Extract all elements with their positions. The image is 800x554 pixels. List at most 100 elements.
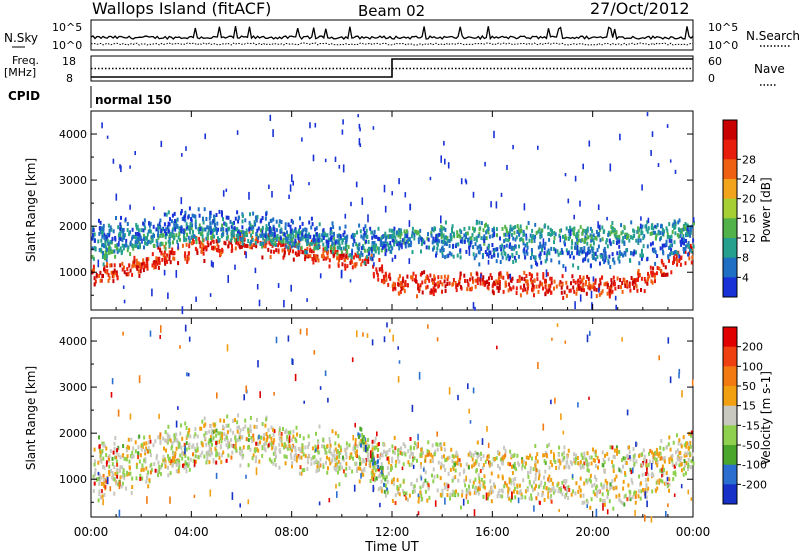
echo-cell xyxy=(168,437,171,442)
echo-cell xyxy=(486,280,489,285)
echo-cell xyxy=(516,483,519,488)
echo-cell xyxy=(570,245,573,250)
echo-cell xyxy=(420,242,423,247)
echo-cell xyxy=(483,474,486,479)
echo-cell xyxy=(291,448,293,453)
echo-cell xyxy=(237,232,240,237)
echo-cell xyxy=(618,497,621,502)
echo-cell xyxy=(476,440,479,445)
echo-cell xyxy=(377,250,380,255)
echo-cell xyxy=(215,248,218,252)
echo-cell xyxy=(404,244,407,249)
echo-cell xyxy=(352,456,354,461)
echo-cell xyxy=(546,454,549,459)
y-tick-label: 3000 xyxy=(59,381,87,394)
echo-cell xyxy=(326,242,329,247)
echo-cell xyxy=(315,245,318,250)
echo-cell xyxy=(361,468,364,473)
echo-cell xyxy=(586,274,589,279)
echo-cell xyxy=(163,255,166,260)
noise-cell xyxy=(297,233,300,241)
echo-cell xyxy=(621,458,624,463)
echo-cell xyxy=(120,227,123,232)
echo-cell xyxy=(661,227,664,232)
echo-cell xyxy=(98,226,101,230)
echo-cell xyxy=(524,495,527,500)
echo-cell xyxy=(623,250,626,255)
noise-cell xyxy=(420,476,423,481)
echo-cell xyxy=(147,229,150,234)
noise-cell xyxy=(259,391,261,398)
echo-cell xyxy=(603,498,606,503)
echo-cell xyxy=(414,489,417,494)
echo-cell xyxy=(683,466,686,471)
date-title: 27/Oct/2012 xyxy=(590,0,690,18)
echo-cell xyxy=(491,228,494,232)
echo-cell xyxy=(550,494,553,499)
echo-cell xyxy=(338,226,341,231)
noise-cell xyxy=(592,276,595,282)
echo-cell xyxy=(116,276,119,281)
echo-cell xyxy=(513,255,516,260)
echo-cell xyxy=(467,238,469,243)
echo-cell xyxy=(478,227,481,232)
echo-cell xyxy=(502,456,505,461)
echo-cell xyxy=(262,443,265,448)
echo-cell xyxy=(410,451,413,456)
echo-cell xyxy=(103,484,106,489)
echo-cell xyxy=(114,254,117,259)
echo-cell xyxy=(466,490,469,495)
echo-cell xyxy=(241,214,244,218)
echo-cell xyxy=(519,489,522,494)
echo-cell xyxy=(384,493,387,498)
noise-cell xyxy=(411,404,414,412)
echo-cell xyxy=(559,280,562,285)
echo-cell xyxy=(373,234,376,239)
echo-cell xyxy=(439,228,442,233)
echo-cell xyxy=(243,231,246,235)
echo-cell xyxy=(467,499,469,504)
echo-cell xyxy=(424,470,427,475)
echo-cell xyxy=(589,284,592,288)
noise-cell xyxy=(408,220,411,227)
echo-cell xyxy=(287,248,290,253)
echo-cell xyxy=(601,275,604,280)
echo-cell xyxy=(183,442,186,447)
echo-cell xyxy=(102,481,105,486)
echo-cell xyxy=(626,280,629,284)
echo-cell xyxy=(148,228,151,233)
echo-cell xyxy=(622,253,624,258)
noise-cell xyxy=(444,497,446,505)
echo-cell xyxy=(145,446,148,451)
echo-cell xyxy=(172,240,174,245)
noise-cell xyxy=(630,469,633,475)
echo-cell xyxy=(105,460,108,465)
echo-cell xyxy=(439,465,442,470)
echo-cell xyxy=(217,245,220,250)
echo-cell xyxy=(127,437,130,442)
echo-cell xyxy=(548,474,551,479)
echo-cell xyxy=(649,242,652,247)
echo-cell xyxy=(266,226,269,231)
echo-cell xyxy=(544,223,547,228)
nave-label: Nave xyxy=(754,62,785,76)
noise-cell xyxy=(353,484,356,492)
echo-cell xyxy=(247,445,250,450)
echo-cell xyxy=(670,234,673,239)
noise-cell xyxy=(486,426,488,432)
echo-cell xyxy=(300,471,303,476)
echo-cell xyxy=(542,485,545,490)
echo-cell xyxy=(339,253,342,258)
echo-cell xyxy=(659,468,662,473)
echo-cell xyxy=(541,244,544,249)
echo-cell xyxy=(594,235,597,240)
echo-cell xyxy=(515,467,518,472)
echo-cell xyxy=(174,451,177,456)
echo-cell xyxy=(386,479,389,484)
echo-cell xyxy=(466,287,469,292)
noise-cell xyxy=(125,217,127,221)
noise-cell xyxy=(465,180,468,185)
echo-cell xyxy=(419,474,422,479)
echo-cell xyxy=(203,423,206,428)
